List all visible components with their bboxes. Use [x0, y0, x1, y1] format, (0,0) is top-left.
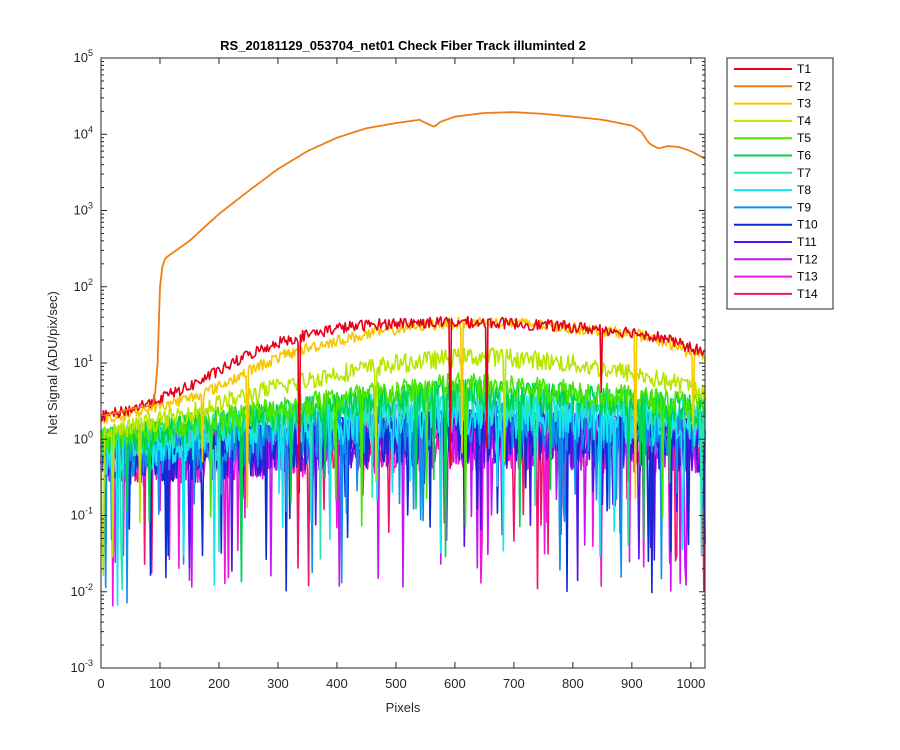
legend-label-t5: T5 [797, 131, 811, 145]
y-tick-label: 10-2 [71, 582, 93, 599]
x-tick-label: 1000 [676, 676, 705, 691]
plot-frame [100, 57, 706, 669]
legend-label-t13: T13 [797, 270, 818, 284]
x-tick-label: 0 [97, 676, 104, 691]
legend-label-t8: T8 [797, 183, 811, 197]
x-tick-label: 600 [444, 676, 466, 691]
legend-label-t9: T9 [797, 200, 811, 214]
legend-label-t2: T2 [797, 79, 811, 93]
y-axis-label: Net Signal (ADU/pix/sec) [45, 291, 60, 435]
legend-label-t12: T12 [797, 252, 818, 266]
legend-label-t7: T7 [797, 166, 811, 180]
axis-ticks: 0 100 200 300 400 500 600 700 800 900 1000 10-3 10-2… [71, 48, 706, 691]
legend-label-t10: T10 [797, 218, 818, 232]
x-tick-label: 200 [208, 676, 230, 691]
x-tick-label: 700 [503, 676, 525, 691]
y-tick-label: 100 [74, 429, 93, 446]
y-tick-label: 10-1 [71, 506, 93, 523]
legend: T1 T2 T3 T4 T5 T6 T7 T8 T9 T10 T11 T12 T13 T14 [726, 57, 834, 310]
x-axis-label: Pixels [386, 700, 421, 715]
x-tick-label: 300 [267, 676, 289, 691]
legend-label-t14: T14 [797, 287, 818, 301]
chart-title: RS_20181129_053704_net01 Check Fiber Tra… [220, 38, 586, 53]
legend-label-t1: T1 [797, 62, 811, 76]
y-tick-label: 103 [74, 201, 93, 218]
series-line-t2 [100, 111, 706, 418]
x-tick-label: 500 [385, 676, 407, 691]
y-tick-label: 104 [74, 124, 93, 141]
y-tick-label: 10-3 [71, 658, 93, 675]
legend-label-t6: T6 [797, 149, 811, 163]
legend-label-t3: T3 [797, 97, 811, 111]
y-tick-label: 105 [74, 48, 93, 65]
series-line-t1 [100, 315, 706, 494]
legend-label-t11: T11 [797, 235, 817, 249]
y-tick-label: 101 [74, 353, 93, 370]
x-tick-label: 800 [562, 676, 584, 691]
x-tick-label: 900 [621, 676, 643, 691]
legend-box [726, 57, 834, 310]
series-line-t3 [100, 316, 706, 509]
series-group [100, 111, 706, 607]
legend-label-t4: T4 [797, 114, 811, 128]
x-tick-label: 100 [149, 676, 171, 691]
y-tick-label: 102 [74, 277, 93, 294]
x-tick-label: 400 [326, 676, 348, 691]
